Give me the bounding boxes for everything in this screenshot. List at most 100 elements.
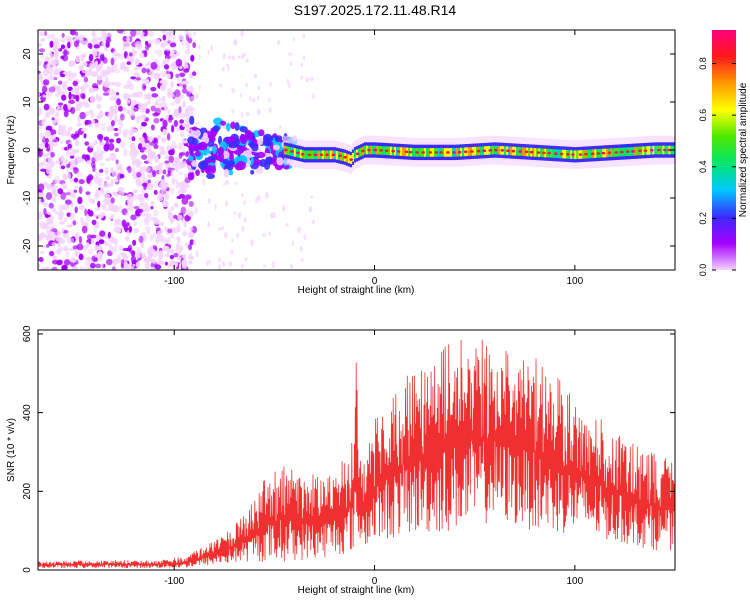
- noise-blob: [61, 32, 65, 38]
- ridge-peak: [547, 151, 551, 155]
- noise-blob: [45, 236, 50, 241]
- noise-blob: [84, 260, 91, 267]
- noise-blob: [63, 233, 67, 238]
- noise-blob: [87, 248, 94, 255]
- noise-blob: [128, 82, 134, 91]
- noise-blob: [139, 136, 145, 141]
- ridge-core: [628, 147, 631, 156]
- noise-blob: [159, 84, 167, 92]
- noise-blob: [256, 195, 261, 202]
- noise-blob: [144, 204, 151, 213]
- noise-blob: [103, 193, 111, 199]
- noise-blob: [63, 110, 69, 118]
- spectrogram-ytick-label: -10: [22, 190, 33, 205]
- noise-blob: [53, 176, 61, 182]
- noise-blob: [169, 102, 175, 106]
- ridge-peak: [349, 158, 353, 161]
- noise-blob: [253, 73, 258, 79]
- noise-blob: [45, 125, 53, 132]
- noise-blob: [240, 111, 244, 118]
- cluster-blob: [212, 125, 220, 133]
- noise-blob: [192, 42, 196, 49]
- ridge-core: [335, 150, 339, 160]
- noise-blob: [167, 109, 171, 115]
- noise-blob: [100, 126, 106, 132]
- ridge-core: [369, 145, 373, 155]
- snr-series-line: [38, 339, 675, 569]
- noise-blob: [79, 111, 86, 120]
- noise-blob: [178, 72, 186, 78]
- cluster-blob: [274, 137, 281, 143]
- noise-blob: [144, 40, 149, 46]
- cluster-blob: [191, 126, 198, 131]
- ridge-peak: [619, 150, 624, 154]
- noise-blob: [178, 153, 183, 159]
- noise-blob: [132, 189, 138, 194]
- noise-blob: [176, 236, 181, 241]
- noise-blob: [67, 41, 71, 49]
- noise-blob: [162, 169, 167, 175]
- ridge-peak: [529, 150, 534, 154]
- noise-blob: [49, 214, 55, 222]
- noise-blob: [231, 87, 235, 94]
- cluster-blob: [219, 120, 227, 126]
- spectrogram-ytick-label: 20: [22, 48, 33, 60]
- noise-blob: [198, 54, 201, 61]
- noise-blob: [223, 182, 226, 186]
- noise-blob: [135, 178, 142, 185]
- noise-blob: [218, 226, 222, 231]
- noise-blob: [132, 194, 137, 201]
- noise-blob: [39, 132, 45, 140]
- noise-blob: [117, 254, 121, 261]
- noise-blob: [126, 36, 130, 42]
- noise-blob: [72, 167, 78, 171]
- noise-blob: [135, 77, 142, 81]
- ridge-peak: [290, 150, 294, 153]
- noise-blob: [97, 133, 104, 141]
- noise-blob: [168, 114, 173, 119]
- noise-blob: [170, 81, 174, 88]
- noise-blob: [117, 165, 123, 171]
- noise-blob: [195, 250, 199, 258]
- noise-blob: [85, 214, 90, 222]
- snr-panel: -100 0 100 0 200 400 600 Height of straight li…: [6, 325, 676, 596]
- noise-blob: [44, 129, 51, 138]
- noise-blob: [123, 263, 130, 270]
- noise-blob: [198, 85, 201, 90]
- ridge-core: [305, 150, 309, 160]
- noise-blob: [136, 247, 141, 254]
- colorbar: 0.0 0.2 0.4 0.6 0.8 Normalized spectral ampl…: [698, 30, 749, 276]
- noise-blob: [118, 186, 124, 195]
- noise-blob: [38, 60, 43, 67]
- noise-blob: [73, 177, 79, 183]
- noise-blob: [122, 40, 126, 46]
- noise-blob: [167, 36, 171, 43]
- ridge-peak: [391, 149, 395, 153]
- noise-blob: [170, 169, 174, 178]
- noise-blob: [190, 54, 195, 62]
- noise-blob: [67, 86, 73, 92]
- ridge-peak: [584, 152, 588, 156]
- noise-blob: [116, 137, 122, 144]
- noise-blob: [109, 96, 114, 101]
- noise-blob: [60, 55, 65, 60]
- noise-blob: [170, 206, 175, 211]
- ridge-peak: [657, 148, 661, 152]
- noise-blob: [264, 191, 269, 199]
- ridge-core: [576, 150, 579, 159]
- noise-blob: [117, 53, 125, 60]
- noise-blob: [96, 94, 103, 103]
- colorbar-axes: 0.0 0.2 0.4 0.6 0.8: [698, 57, 736, 276]
- noise-blob: [157, 49, 163, 58]
- noise-blob: [103, 136, 110, 141]
- noise-blob: [152, 245, 158, 250]
- noise-blob: [166, 132, 171, 141]
- snr-ytick-label: 200: [22, 483, 33, 500]
- noise-blob: [48, 184, 55, 189]
- noise-blob: [88, 53, 94, 62]
- noise-blob: [67, 172, 71, 180]
- noise-blob: [145, 212, 152, 219]
- noise-blob: [97, 214, 102, 219]
- noise-blob: [40, 141, 45, 149]
- noise-blob: [93, 44, 100, 49]
